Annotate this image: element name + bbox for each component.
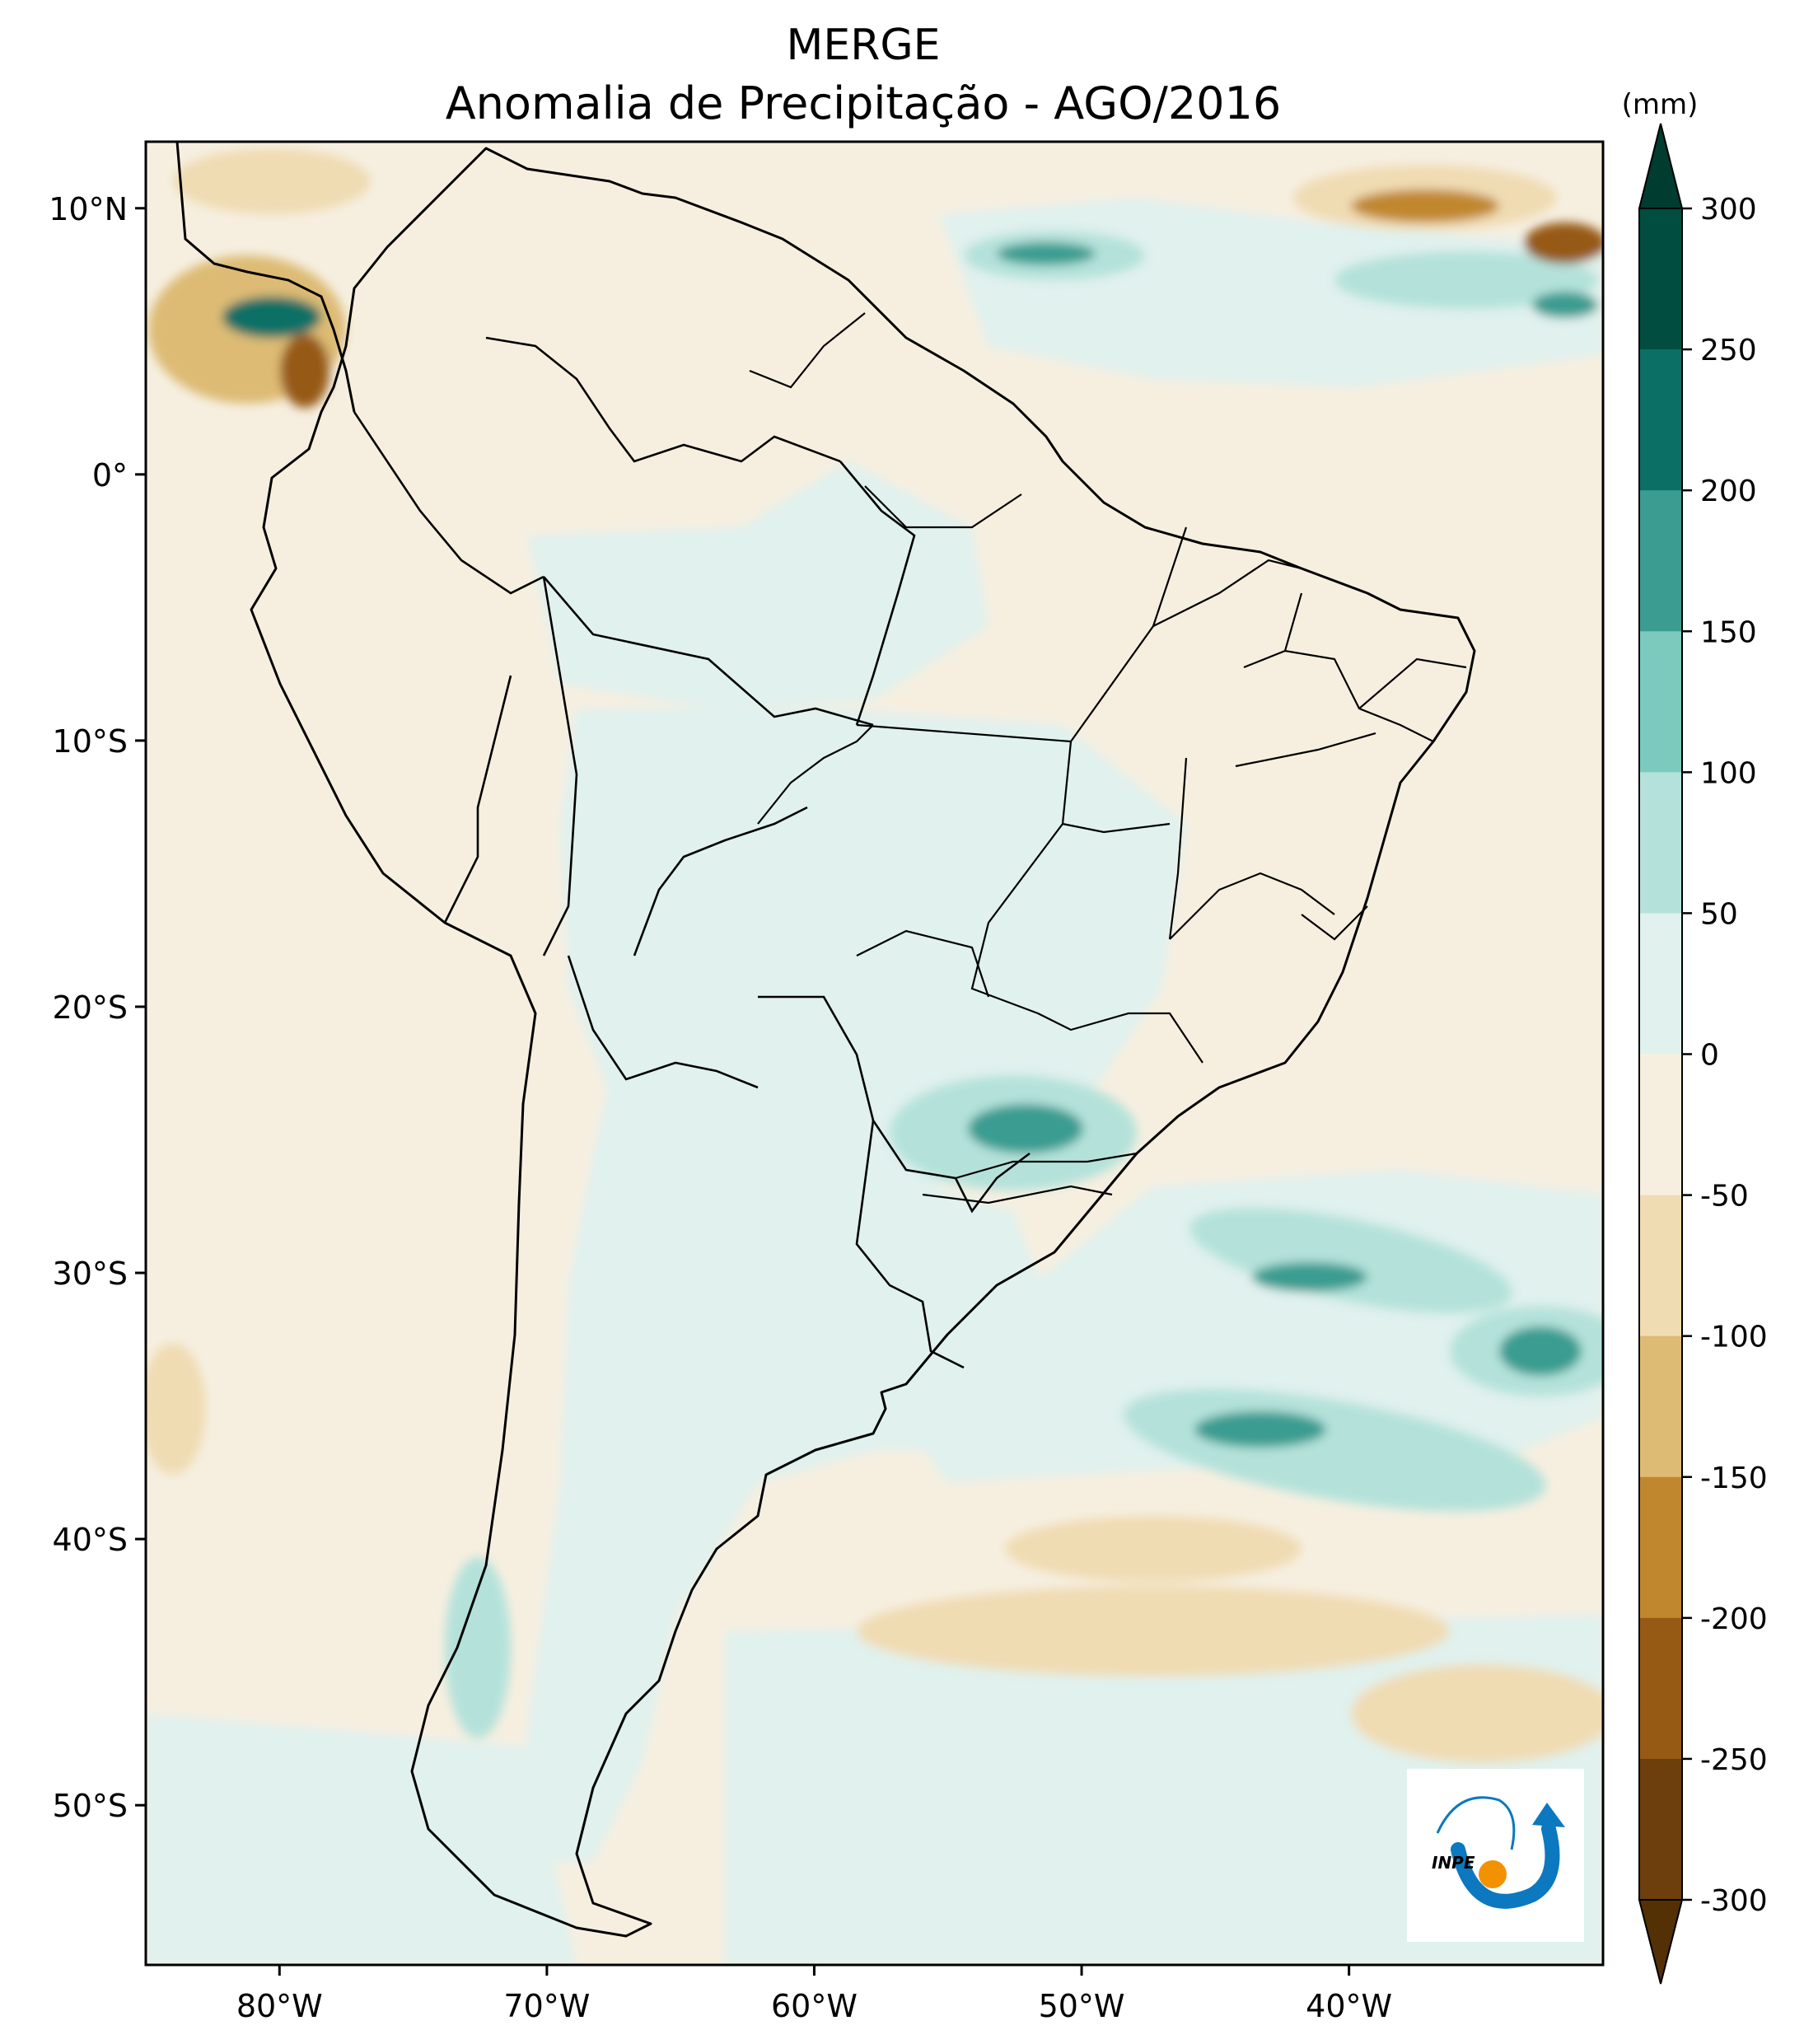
colorbar-segment [1639,208,1682,350]
colorbar-tick-label: -100 [1700,1321,1768,1354]
colorbar-over-arrow [1638,123,1684,209]
colorbar-tick-label: 50 [1700,897,1738,931]
shade-north-dry-c [1351,189,1499,222]
colorbar-segment [1639,772,1682,914]
shade-argentina [527,1079,1054,1862]
figure-title: MERGE [786,21,940,70]
logo-thin-orbit [1436,1796,1516,1850]
colorbar-segment [1639,1476,1682,1619]
shade-parana-100 [968,1104,1083,1153]
shade-colombia-wet [222,297,321,338]
lon-tick-label: 60°W [771,1988,858,2024]
shade-atlantic-100a [1252,1262,1367,1292]
south-america-coastline [250,147,1476,1938]
lon-axis: 80°W 70°W 60°W 50°W 40°W [236,1965,1392,2024]
colorbar-segment [1639,1335,1682,1478]
colorbar-tick-label: 300 [1700,193,1757,227]
lat-tick-label: 20°S [53,989,128,1026]
logo-sun-icon [1479,1860,1507,1888]
colorbar-under-arrow [1638,1899,1684,1985]
colorbar-tick-label: -200 [1700,1602,1768,1636]
colorbar-segment [1639,913,1682,1055]
shade-north-brazil [527,461,988,709]
lat-tick-label: 10°N [49,191,128,227]
colorbar-tick-label: -150 [1700,1462,1768,1495]
shade-south-dry-c [1005,1516,1302,1582]
colorbar-segment [1639,349,1682,491]
lat-axis: 10°N 0° 10°S 20°S 30°S 40°S 50°S [49,191,146,1824]
lat-tick-label: 0° [92,457,128,493]
shade-caribbean-100 [997,242,1096,265]
country-borders [353,336,1031,1369]
shade-south-dry-a [857,1586,1450,1677]
shade-pacific-dry [146,1343,206,1475]
colorbar-tick-label: 150 [1700,615,1757,649]
shade-south-dry-b [1351,1664,1603,1763]
shade-atlantic-100b [1194,1411,1326,1448]
map-panel: INPE [146,142,1603,1965]
inpe-logo: INPE [1407,1769,1584,1942]
shade-atlantic-100c [1499,1326,1582,1376]
lon-tick-label: 50°W [1039,1988,1125,2024]
figure-subtitle: Anomalia de Precipitação - AGO/2016 [446,77,1282,129]
shade-colombia-dry-strong [280,334,329,408]
colorbar-segment [1639,1054,1682,1196]
shade-caribbean-50b [1334,251,1598,309]
logo-text: INPE [1432,1853,1475,1873]
colorbar-segment [1639,631,1682,773]
shade-north-dry-d [1524,222,1603,264]
shade-north-dry-a [173,148,371,214]
colorbar-segment [1639,1617,1682,1760]
logo-arrow-icon [1532,1803,1565,1827]
colorbar-tick-label: -250 [1700,1743,1768,1777]
shade-patagonia-50 [445,1557,511,1738]
shade-atlantic-50a [1189,1207,1512,1314]
colorbar-tick-label: 0 [1700,1039,1719,1073]
state-borders [749,312,1467,1204]
colorbar-unit-label: (mm) [1622,88,1699,121]
colorbar-tick-label: 200 [1700,475,1757,508]
logo-orbit-arc [1451,1822,1560,1909]
colorbar-tick-label: 100 [1700,756,1757,790]
colorbar-segment [1639,490,1682,632]
lon-tick-label: 80°W [236,1988,323,2024]
lat-tick-label: 40°S [53,1522,128,1558]
lat-tick-label: 30°S [53,1256,128,1292]
colorbar-tick-label: -50 [1700,1180,1749,1214]
lat-tick-label: 50°S [53,1788,128,1824]
lat-tick-label: 10°S [53,723,128,760]
central-america-coastline [175,142,356,413]
lon-tick-label: 70°W [503,1988,590,2024]
shade-caribbean-100b [1532,292,1598,318]
colorbar-tick-label: 250 [1700,334,1757,367]
shade-atlantic-south [146,1714,577,1965]
colorbar-tick-label: -300 [1700,1884,1768,1918]
anomaly-shading [146,148,1603,1965]
colorbar-segment [1639,1758,1682,1901]
colorbar: 300 250 200 150 100 50 0 -50 -100 -150 -200 -250 -30… [1638,123,1768,1985]
map-frame [144,140,1605,1967]
colorbar-segment [1639,1195,1682,1337]
lon-tick-label: 40°W [1306,1988,1392,2024]
